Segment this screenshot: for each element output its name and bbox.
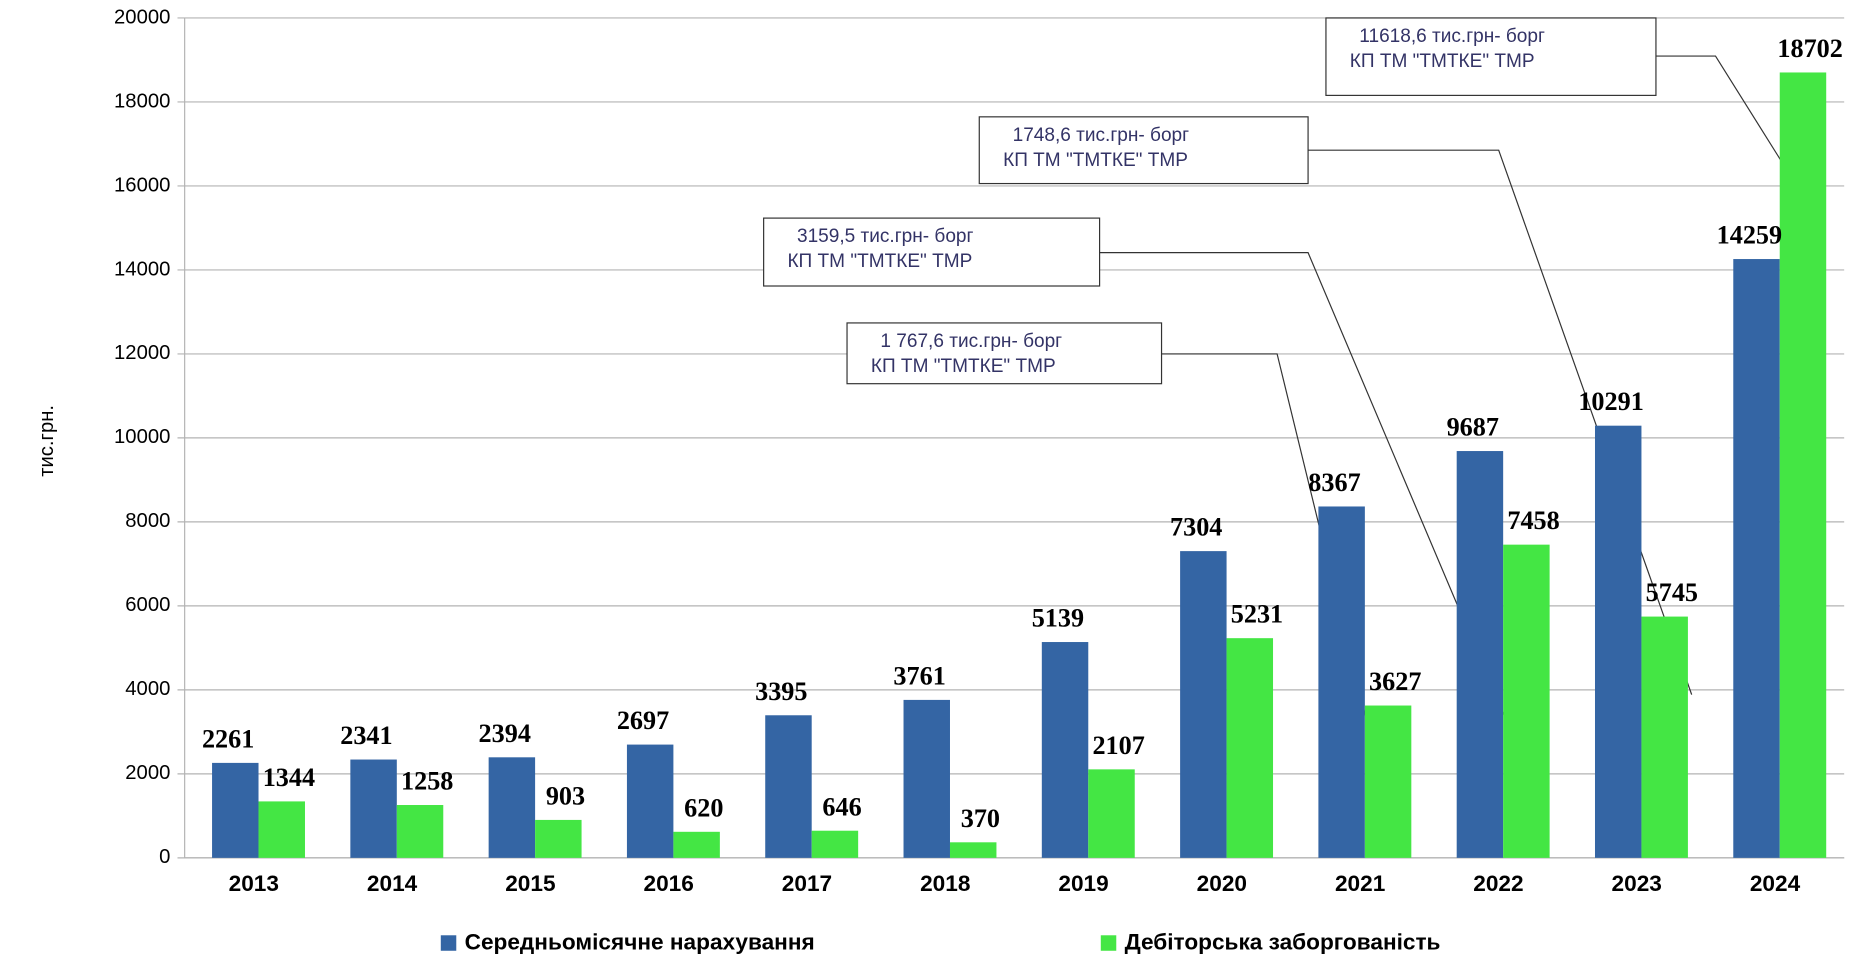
leader-line — [1099, 252, 1514, 737]
bar — [1364, 705, 1412, 858]
bar — [1456, 451, 1504, 858]
value-label: 646 — [822, 792, 861, 821]
value-label: 5231 — [1231, 600, 1283, 629]
legend-swatch — [1100, 935, 1117, 951]
bar — [1594, 425, 1642, 858]
value-label: 3395 — [755, 677, 807, 706]
y-tick-label: 20000 — [114, 6, 170, 28]
x-tick-label: 2019 — [1058, 871, 1108, 896]
value-label: 2261 — [202, 724, 254, 753]
value-label: 903 — [546, 781, 585, 810]
x-tick-label: 2018 — [920, 871, 970, 896]
leader-line — [1655, 55, 1784, 165]
x-tick-label: 2021 — [1335, 871, 1385, 896]
annotation-box — [763, 217, 1101, 287]
value-label: 2394 — [479, 719, 531, 748]
bar — [765, 715, 812, 858]
bar — [949, 842, 997, 858]
value-label: 14259 — [1717, 221, 1782, 250]
value-label: 2341 — [340, 721, 392, 750]
bar — [396, 805, 444, 858]
value-label: 3627 — [1369, 667, 1421, 696]
y-tick-label: 2000 — [125, 762, 170, 784]
annotation-text: 3159,5 тис.грн- борг — [797, 226, 974, 247]
annotation-text: 1 767,6 тис.грн- борг — [880, 331, 1062, 352]
x-tick-label: 2024 — [1750, 871, 1801, 896]
bar — [1180, 551, 1227, 858]
x-tick-label: 2016 — [644, 871, 694, 896]
bar — [258, 801, 305, 858]
value-label: 9687 — [1447, 413, 1499, 442]
bar — [1088, 769, 1135, 858]
value-label: 5139 — [1032, 604, 1084, 633]
annotation-text: КП ТМ "ТМТКЕ" ТМР — [1003, 150, 1188, 171]
y-tick-label: 4000 — [125, 678, 170, 700]
annotation-box — [846, 322, 1163, 385]
annotation-layout — [763, 17, 1784, 823]
value-label: 7458 — [1507, 506, 1559, 535]
bar — [350, 759, 397, 858]
value-label: 5745 — [1646, 578, 1698, 607]
annotation-text: КП ТМ "ТМТКЕ" ТМР — [871, 356, 1056, 377]
annotation-text: КП ТМ "ТМТКЕ" ТМР — [1350, 51, 1535, 72]
bar — [212, 762, 259, 858]
value-label: 620 — [684, 793, 723, 822]
legend-swatch — [440, 935, 457, 951]
bar — [488, 757, 536, 858]
y-tick-label: 12000 — [114, 342, 170, 364]
bar — [1779, 72, 1827, 858]
y-tick-label: 8000 — [125, 510, 170, 532]
x-tick-label: 2022 — [1473, 871, 1523, 896]
y-tick-label: 0 — [159, 846, 170, 868]
bar — [1733, 259, 1780, 858]
value-label: 1258 — [401, 767, 453, 796]
bar — [1503, 544, 1550, 858]
y-tick-label: 6000 — [125, 594, 170, 616]
value-label: 10291 — [1578, 387, 1643, 416]
y-tick-label: 14000 — [114, 258, 170, 280]
bar — [1641, 616, 1688, 858]
y-tick-label: 10000 — [114, 426, 170, 448]
x-tick-label: 2023 — [1612, 871, 1662, 896]
value-label: 8367 — [1308, 468, 1360, 497]
value-label: 2107 — [1092, 731, 1144, 760]
value-label: 370 — [961, 804, 1000, 833]
value-label: 18702 — [1777, 34, 1842, 63]
y-axis-label: тис.грн. — [36, 405, 58, 477]
bar — [811, 830, 859, 858]
x-tick-label: 2014 — [367, 871, 418, 896]
bar — [903, 699, 950, 858]
x-tick-label: 2017 — [782, 871, 832, 896]
annotation-text: 1748,6 тис.грн- борг — [1013, 125, 1190, 146]
x-tick-label: 2015 — [505, 871, 555, 896]
x-tick-label: 2013 — [229, 871, 279, 896]
annotation-text: КП ТМ "ТМТКЕ" ТМР — [787, 251, 972, 272]
bar — [1041, 642, 1089, 858]
bar — [1318, 506, 1365, 858]
value-label: 7304 — [1170, 513, 1222, 542]
annotation-text: 11618,6 тис.грн- борг — [1359, 26, 1545, 47]
bar — [673, 831, 720, 858]
y-tick-label: 16000 — [114, 174, 170, 196]
bar — [535, 819, 582, 858]
y-tick-label: 18000 — [114, 90, 170, 112]
bar — [1226, 638, 1274, 858]
grid — [177, 17, 1845, 859]
value-label: 1344 — [263, 763, 315, 792]
bar — [626, 744, 674, 858]
annotation-box — [1325, 17, 1657, 96]
legend-label: Дебіторська заборгованість — [1125, 930, 1441, 955]
legend-label: Середньомісячне нарахування — [465, 930, 815, 955]
x-tick-label: 2020 — [1197, 871, 1247, 896]
value-label: 2697 — [617, 706, 669, 735]
value-label: 3761 — [893, 661, 945, 690]
